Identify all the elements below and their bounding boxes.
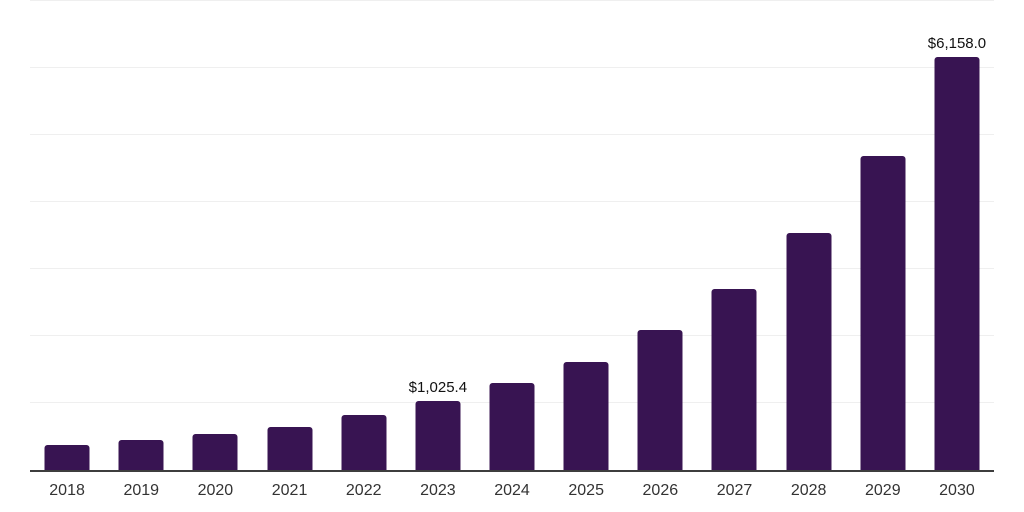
plot-area: $1,025.4 $6,158.0 (30, 0, 994, 470)
gridline (30, 67, 994, 68)
x-tick-label-2020: 2020 (197, 482, 234, 499)
x-tick-label-2021: 2021 (271, 482, 308, 499)
bar-slot (252, 1, 326, 470)
bar-2029 (860, 155, 906, 470)
bar-2021 (267, 427, 313, 470)
x-tick-label-2028: 2028 (790, 482, 827, 499)
x-tick-label-2029: 2029 (865, 482, 901, 499)
x-tick-label-2019: 2019 (123, 482, 160, 499)
bar-slot (697, 1, 771, 470)
gridline (30, 0, 994, 1)
x-tick-label-2018: 2018 (49, 482, 85, 499)
x-axis-line (30, 470, 994, 472)
x-tick-label-2023: 2023 (420, 482, 456, 499)
gridline (30, 335, 994, 336)
bar-slot: $1,025.4 (401, 1, 475, 470)
bar-2018 (44, 444, 90, 470)
bar-value-label-2030: $6,158.0 (927, 35, 987, 53)
bar-slot (772, 1, 846, 470)
bar-2027 (711, 289, 757, 470)
bar-2019 (118, 439, 164, 470)
gridline (30, 201, 994, 202)
bar-2023 (415, 401, 461, 470)
x-tick-label-2030: 2030 (939, 482, 975, 499)
bar-slot (623, 1, 697, 470)
bar-2020 (192, 434, 238, 470)
x-tick-label-2026: 2026 (642, 482, 679, 499)
bar-2026 (637, 330, 683, 470)
bar-2022 (341, 415, 387, 470)
bar-slot (178, 1, 252, 470)
x-tick-label-2022: 2022 (345, 482, 382, 499)
bar-slot (846, 1, 920, 470)
bar-slot: $6,158.0 (920, 1, 994, 470)
x-axis-tick-labels: 2018 2019 2020 2021 2022 2023 2024 2025 2026 2027… (30, 483, 994, 499)
bar-2025 (563, 362, 609, 470)
gridline (30, 268, 994, 269)
bar-value-label-2023: $1,025.4 (408, 379, 468, 397)
bar-slot (549, 1, 623, 470)
bar-slot (327, 1, 401, 470)
x-tick-label-2025: 2025 (568, 482, 604, 499)
bar-2024 (489, 382, 535, 470)
bar-slot (30, 1, 104, 470)
x-tick-label-2027: 2027 (716, 482, 753, 499)
gridline (30, 134, 994, 135)
x-tick-label-2024: 2024 (494, 482, 530, 499)
bar-2028 (786, 232, 832, 470)
bar-slot (104, 1, 178, 470)
bar-2030 (934, 57, 980, 470)
bar-slot (475, 1, 549, 470)
bar-series: $1,025.4 $6,158.0 (30, 1, 994, 470)
